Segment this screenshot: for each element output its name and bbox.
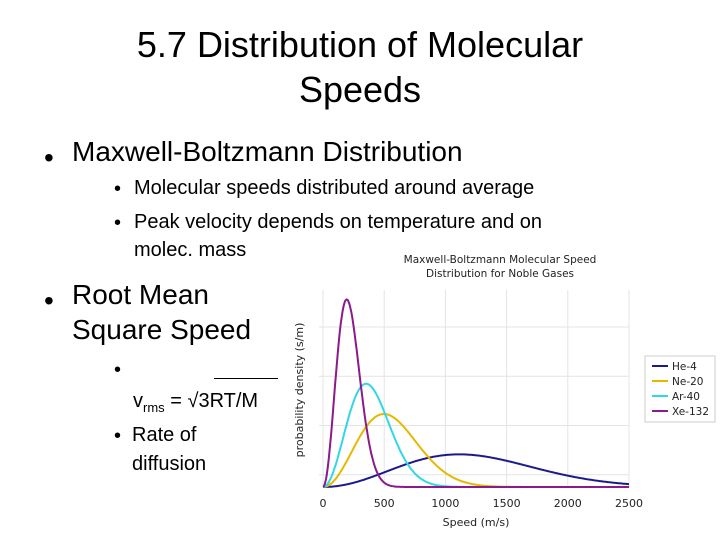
sub-bullet-dot: • <box>114 425 122 447</box>
legend-label-ar-40: Ar-40 <box>672 391 700 403</box>
legend-label-ne-20: Ne-20 <box>672 376 703 388</box>
formula-subscript: rms <box>143 400 165 415</box>
sqrt-overline <box>214 378 278 379</box>
x-tick-label: 1500 <box>493 497 521 510</box>
sub-bullet-peak-line1: Peak velocity depends on temperature and… <box>134 211 543 233</box>
sub-bullet-speeds: Molecular speeds distributed around aver… <box>134 177 535 199</box>
slide-title-line1: 5.7 Distribution of Molecular <box>136 24 584 65</box>
x-tick-label: 2000 <box>554 497 582 510</box>
formula-v: v <box>133 390 143 412</box>
series-line-ar-40 <box>322 382 629 488</box>
chart-grid <box>319 290 630 487</box>
bullet-rms-line2: Square Speed <box>72 314 252 345</box>
slide-title-line2: Speeds <box>298 69 422 110</box>
sub-bullet-dot: • <box>114 178 122 200</box>
slide-title: 5.7 Distribution of Molecular Speeds <box>60 22 660 112</box>
y-axis-label: probability density (s/m) <box>293 323 306 458</box>
x-tick-label: 1000 <box>431 497 459 510</box>
chart-title: Maxwell-Boltzmann Molecular Speed Distri… <box>360 253 640 281</box>
sub-bullet-dot: • <box>114 359 122 381</box>
chart-title-line1: Maxwell-Boltzmann Molecular Speed <box>403 254 597 266</box>
x-axis-label: Speed (m/s) <box>443 516 510 529</box>
sub-bullet-rate-line1: Rate of <box>132 424 197 446</box>
chart-ticks: 0 500 1000 1500 2000 2500 <box>320 497 644 510</box>
series-line-he-4 <box>323 453 629 488</box>
chart-title-line2: Distribution for Noble Gases <box>426 268 574 280</box>
formula-rest: = √3RT/M <box>164 390 259 412</box>
bullet-maxwell-boltzmann: Maxwell-Boltzmann Distribution <box>72 136 463 167</box>
sub-bullet-rate-line2: diffusion <box>132 453 207 475</box>
series-line-xe-132 <box>322 298 629 488</box>
x-tick-label: 500 <box>374 497 395 510</box>
sub-bullet-dot: • <box>114 212 122 234</box>
rms-formula: vrms = √3RT/M <box>133 390 258 415</box>
legend-label-xe-132: Xe-132 <box>672 406 709 418</box>
chart-legend: He-4 Ne-20 Ar-40 Xe-132 <box>652 361 709 418</box>
x-tick-label: 0 <box>320 497 327 510</box>
bullet-dot: • <box>44 142 54 173</box>
legend-label-he-4: He-4 <box>672 361 697 373</box>
sub-bullet-peak-line2: molec. mass <box>134 239 247 261</box>
x-tick-label: 2500 <box>615 497 643 510</box>
bullet-rms-line1: Root Mean <box>72 279 209 310</box>
chart-curves <box>322 298 629 488</box>
bullet-dot: • <box>44 285 54 316</box>
